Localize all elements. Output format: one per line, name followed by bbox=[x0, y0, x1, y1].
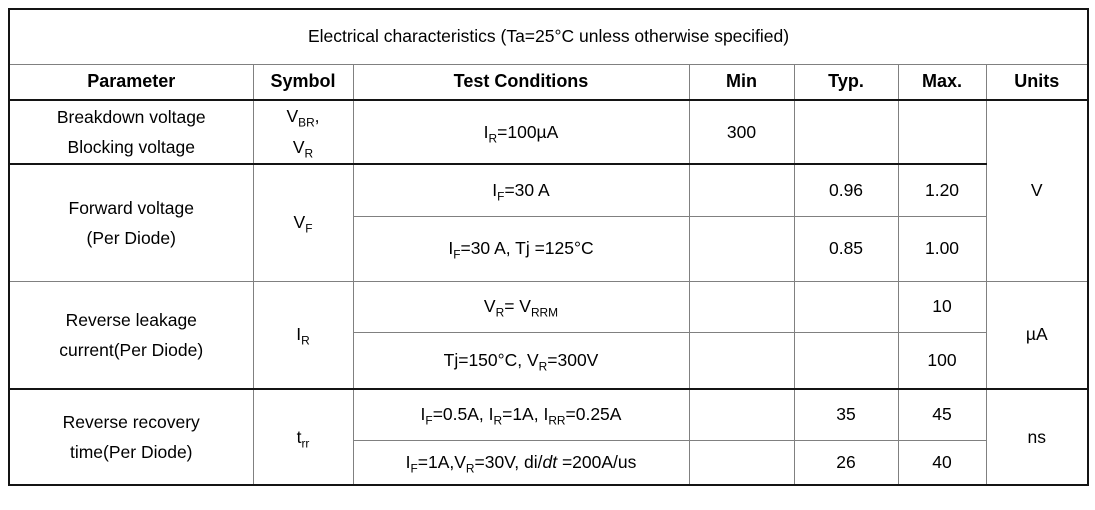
title-row: Electrical characteristics (Ta=25°C unle… bbox=[8, 8, 1089, 65]
symbol-cell: VBR, VR bbox=[252, 99, 354, 165]
table-title: Electrical characteristics (Ta=25°C unle… bbox=[8, 8, 1089, 65]
max-cell: 40 bbox=[897, 439, 987, 486]
typ-cell: 0.96 bbox=[793, 163, 899, 217]
table-row: Forward voltage (Per Diode) VF IF=30 A 0… bbox=[8, 163, 1088, 282]
typ-cell: 35 bbox=[793, 388, 899, 441]
header-min: Min bbox=[688, 63, 795, 101]
min-cell bbox=[688, 215, 795, 282]
max-cell: 10 bbox=[897, 280, 987, 333]
units-cell: µA bbox=[985, 280, 1089, 390]
table-row: Tj=150°C, VR=300V 100 bbox=[9, 331, 1088, 390]
condition-cell: IF=30 A, Tj =125°C bbox=[352, 215, 690, 282]
min-cell bbox=[688, 280, 795, 333]
header-typ: Typ. bbox=[793, 63, 899, 101]
parameter-line: Reverse recovery bbox=[62, 412, 200, 432]
symbol-cell: IR bbox=[252, 280, 354, 390]
header-symbol: Symbol bbox=[252, 63, 354, 101]
condition-cell: IF=0.5A, IR=1A, IRR=0.25A bbox=[352, 388, 690, 441]
condition-cell: Tj=150°C, VR=300V bbox=[352, 331, 690, 390]
units-cell: V bbox=[985, 99, 1089, 282]
symbol-cell: trr bbox=[252, 388, 354, 486]
min-cell bbox=[688, 331, 795, 390]
header-max: Max. bbox=[897, 63, 987, 101]
condition-cell: VR= VRRM bbox=[352, 280, 690, 333]
datasheet-table-region: Electrical characteristics (Ta=25°C unle… bbox=[8, 8, 1090, 486]
condition-cell: IR=100µA bbox=[352, 99, 690, 165]
table-row: Reverse leakage current(Per Diode) IR VR… bbox=[8, 280, 1089, 390]
table-row: Breakdown voltage Blocking voltage VBR, … bbox=[8, 99, 1089, 282]
header-row: Parameter Symbol Test Conditions Min Typ… bbox=[8, 63, 1089, 101]
header-test-conditions: Test Conditions bbox=[352, 63, 690, 101]
min-cell bbox=[688, 163, 795, 217]
max-cell: 45 bbox=[897, 388, 987, 441]
parameter-line: Reverse leakage bbox=[65, 309, 197, 330]
parameter-cell: Reverse recovery time(Per Diode) bbox=[8, 388, 254, 486]
max-cell: 1.20 bbox=[897, 163, 987, 217]
parameter-line: Breakdown voltage bbox=[56, 107, 206, 127]
max-cell bbox=[897, 99, 987, 165]
parameter-line: (Per Diode) bbox=[86, 227, 176, 248]
typ-cell bbox=[793, 99, 899, 165]
electrical-characteristics-table: Electrical characteristics (Ta=25°C unle… bbox=[8, 8, 1090, 486]
typ-cell bbox=[793, 331, 899, 390]
parameter-line: Forward voltage bbox=[68, 197, 194, 218]
min-cell bbox=[688, 439, 795, 486]
header-units: Units bbox=[985, 63, 1089, 101]
parameter-cell: Forward voltage (Per Diode) bbox=[8, 163, 254, 282]
parameter-line: time(Per Diode) bbox=[69, 442, 193, 462]
condition-cell: IF=1A,VR=30V, di/dt =200A/us bbox=[352, 439, 690, 486]
parameter-line: Blocking voltage bbox=[67, 137, 195, 157]
units-cell: ns bbox=[985, 388, 1089, 486]
parameter-line: current(Per Diode) bbox=[59, 339, 204, 360]
max-cell: 100 bbox=[897, 331, 987, 390]
max-cell: 1.00 bbox=[897, 215, 987, 282]
header-parameter: Parameter bbox=[8, 63, 254, 101]
min-cell bbox=[688, 388, 795, 441]
symbol-line: VBR, bbox=[286, 106, 320, 130]
table-row: Reverse recovery time(Per Diode) trr IF=… bbox=[8, 388, 1089, 486]
typ-cell bbox=[793, 280, 899, 333]
typ-cell: 0.85 bbox=[793, 215, 899, 282]
symbol-line: VR bbox=[292, 137, 314, 161]
parameter-cell: Reverse leakage current(Per Diode) bbox=[8, 280, 254, 390]
symbol-cell: VF bbox=[252, 163, 354, 282]
table-row: IF=1A,VR=30V, di/dt =200A/us 26 40 bbox=[9, 439, 1088, 486]
table-row: IF=30 A, Tj =125°C 0.85 1.00 bbox=[9, 215, 1088, 282]
parameter-cell: Breakdown voltage Blocking voltage bbox=[8, 99, 254, 165]
condition-cell: IF=30 A bbox=[352, 163, 690, 217]
min-cell: 300 bbox=[688, 99, 795, 165]
typ-cell: 26 bbox=[793, 439, 899, 486]
